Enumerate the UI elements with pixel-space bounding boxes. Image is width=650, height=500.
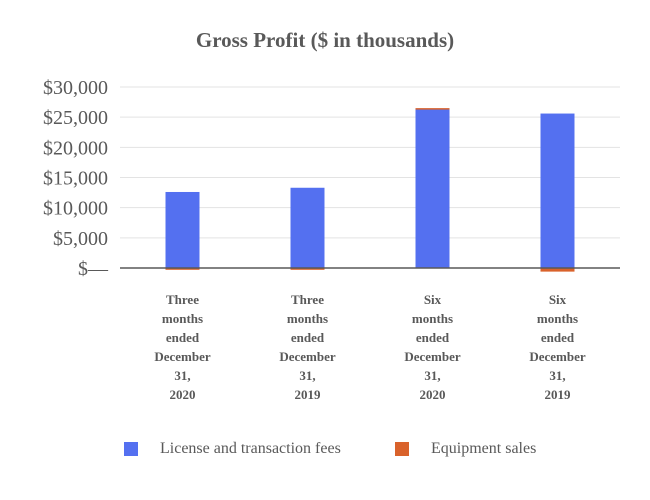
legend-label-license-fees: License and transaction fees: [160, 440, 341, 457]
legend-swatch-equipment-sales: [395, 442, 409, 456]
bar-equipment-sales: [165, 268, 200, 270]
bar-license-fees: [165, 191, 200, 268]
y-tick-label: $20,000: [43, 137, 108, 159]
y-tick-label: $25,000: [43, 107, 108, 129]
y-tick-label: $15,000: [43, 168, 108, 190]
y-tick-label: $10,000: [43, 198, 108, 220]
x-tick-label: Three months ended December 31, 2019: [279, 292, 336, 402]
x-tick-label: Six months ended December 31, 2019: [529, 292, 586, 402]
bar-equipment-sales: [290, 268, 325, 270]
x-tick-label: Three months ended December 31, 2020: [154, 292, 211, 402]
bar-equipment-sales: [540, 268, 575, 272]
bar-license-fees: [415, 109, 450, 268]
bar-license-fees: [290, 187, 325, 268]
legend-item-equipment-sales: Equipment sales: [395, 440, 536, 458]
bar-license-fees: [540, 113, 575, 269]
y-tick-label: $30,000: [43, 77, 108, 99]
chart-legend: License and transaction fees Equipment s…: [0, 440, 650, 464]
legend-item-license-fees: License and transaction fees: [124, 440, 341, 458]
x-tick-label: Six months ended December 31, 2020: [404, 292, 461, 402]
legend-swatch-license-fees: [124, 442, 138, 456]
y-tick-label: $5,000: [53, 228, 108, 250]
chart-title: Gross Profit ($ in thousands): [195, 28, 455, 52]
bar-equipment-sales: [415, 108, 450, 110]
legend-label-equipment-sales: Equipment sales: [431, 440, 537, 457]
y-tick-label: $—: [78, 258, 109, 280]
